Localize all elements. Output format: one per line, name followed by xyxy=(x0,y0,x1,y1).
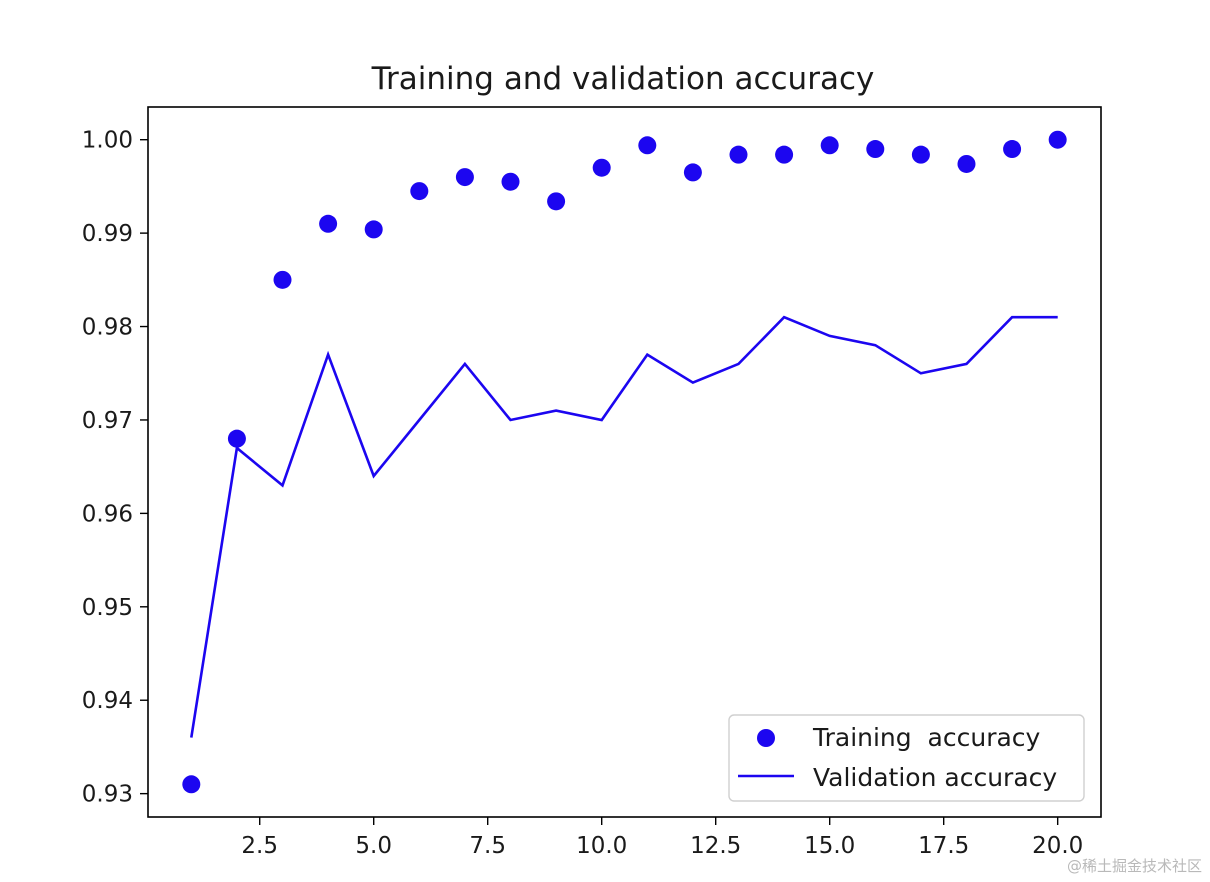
legend-box xyxy=(728,714,1085,802)
y-tick-label: 0.94 xyxy=(82,688,133,714)
legend: Training accuracy Validation accuracy xyxy=(728,714,1085,802)
y-tick-label: 0.95 xyxy=(82,595,133,621)
training-accuracy-point xyxy=(501,172,520,191)
training-accuracy-point xyxy=(410,182,429,201)
x-tick-label: 17.5 xyxy=(918,833,969,859)
y-axis-ticks: 0.93 0.94 0.95 0.96 0.97 0.98 0.99 1.00 xyxy=(82,128,148,808)
legend-label-validation: Validation accuracy xyxy=(813,763,1057,792)
training-accuracy-point xyxy=(729,145,748,164)
training-accuracy-point xyxy=(182,775,201,794)
legend-label-training: Training accuracy xyxy=(812,723,1041,752)
training-accuracy-point xyxy=(957,154,976,173)
x-axis-ticks: 2.5 5.0 7.5 10.0 12.5 15.0 17.5 20.0 xyxy=(241,817,1083,859)
training-accuracy-point xyxy=(455,168,474,187)
training-accuracy-point xyxy=(683,163,702,182)
training-accuracy-point xyxy=(775,145,794,164)
plot-area xyxy=(182,130,1067,794)
y-tick-label: 0.98 xyxy=(82,315,133,341)
training-accuracy-point xyxy=(820,136,839,155)
training-accuracy-point xyxy=(911,145,930,164)
training-accuracy-point xyxy=(1003,140,1022,159)
training-accuracy-point xyxy=(592,158,611,177)
chart-title: Training and validation accuracy xyxy=(371,61,875,97)
x-tick-label: 15.0 xyxy=(804,833,855,859)
y-tick-label: 1.00 xyxy=(82,128,133,154)
y-tick-label: 0.99 xyxy=(82,221,133,247)
training-accuracy-point xyxy=(638,136,657,155)
training-accuracy-point xyxy=(227,429,246,448)
training-accuracy-point xyxy=(319,214,338,233)
validation-accuracy-line xyxy=(190,315,1058,738)
training-accuracy-point xyxy=(364,220,383,239)
y-tick-label: 0.97 xyxy=(82,408,133,434)
x-tick-label: 20.0 xyxy=(1032,833,1083,859)
training-accuracy-point xyxy=(866,140,885,159)
training-accuracy-point xyxy=(1048,130,1067,149)
x-tick-label: 12.5 xyxy=(690,833,741,859)
x-tick-label: 7.5 xyxy=(469,833,506,859)
legend-marker-training xyxy=(757,729,775,747)
y-tick-label: 0.96 xyxy=(82,501,133,527)
x-tick-label: 5.0 xyxy=(355,833,392,859)
x-tick-label: 10.0 xyxy=(576,833,627,859)
axes-frame xyxy=(147,106,1102,818)
y-tick-label: 0.93 xyxy=(82,782,133,808)
x-tick-label: 2.5 xyxy=(241,833,278,859)
training-accuracy-point xyxy=(273,270,292,289)
watermark: @稀土掘金技术社区 xyxy=(1066,857,1202,875)
training-accuracy-point xyxy=(547,192,566,211)
